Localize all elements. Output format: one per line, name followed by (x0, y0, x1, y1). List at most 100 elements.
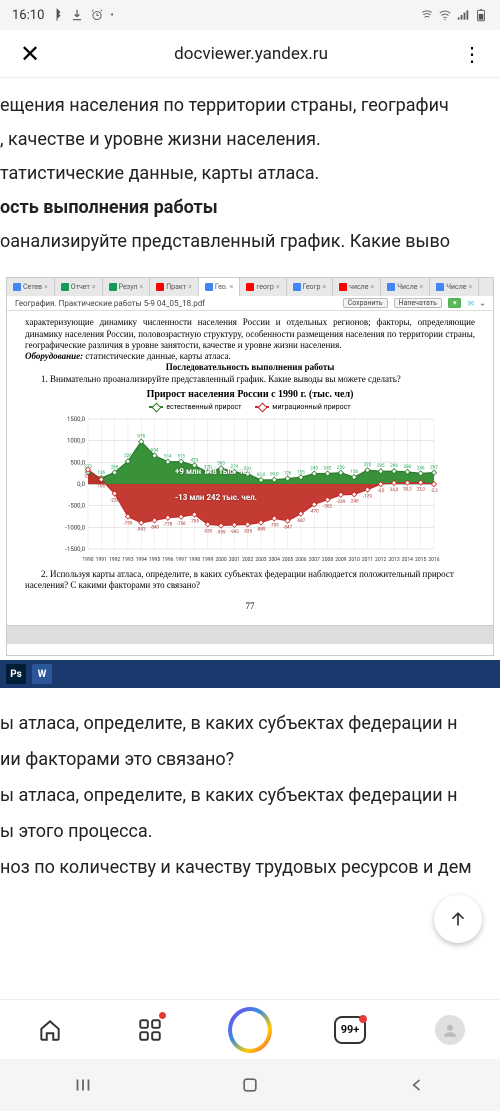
scroll-top-button[interactable] (434, 895, 482, 943)
pdf-paragraph: характеризующие динамику численности нас… (25, 317, 475, 351)
tab-close-icon[interactable]: × (370, 283, 374, 291)
svg-text:1990: 1990 (82, 557, 93, 563)
tab-favicon (205, 283, 213, 291)
svg-text:155: 155 (297, 469, 305, 475)
browser-bar: ✕ docviewer.yandex.ru ⋮ (0, 30, 500, 78)
svg-text:266: 266 (111, 464, 119, 470)
browser-tab[interactable]: геогр × (240, 278, 286, 296)
windows-taskbar: Ps W (0, 660, 500, 688)
tab-close-icon[interactable]: × (230, 283, 234, 291)
svg-text:515: 515 (177, 454, 185, 460)
svg-text:2011: 2011 (362, 557, 373, 563)
word-icon[interactable]: W (32, 664, 52, 684)
arrow-up-icon (448, 909, 468, 929)
browser-tab[interactable]: Гео. × (199, 278, 241, 296)
svg-text:-893: -893 (137, 527, 146, 533)
population-chart: Прирост населения России с 1990 г. (тыс.… (60, 389, 440, 563)
nav-services-button[interactable] (128, 1008, 172, 1052)
nav-yandex-button[interactable] (228, 1008, 272, 1052)
tab-close-icon[interactable]: × (419, 283, 423, 291)
browser-tab[interactable]: Сетев × (7, 278, 55, 296)
tab-favicon (293, 283, 301, 291)
tab-label: Числе (397, 283, 417, 291)
svg-text:30,3: 30,3 (403, 487, 412, 493)
profile-icon (435, 1015, 465, 1045)
tab-label: геогр (256, 283, 273, 291)
browser-tab[interactable]: Числе × (430, 278, 479, 296)
svg-text:-840: -840 (150, 524, 159, 530)
svg-text:-959: -959 (217, 530, 226, 536)
svg-text:1994: 1994 (136, 557, 147, 563)
doc-heading: ость выполнения работы (0, 194, 500, 222)
browser-tab[interactable]: Отчет × (55, 278, 103, 296)
tab-favicon (61, 283, 69, 291)
dropdown-button[interactable]: ▾ (448, 298, 462, 308)
recent-apps-button[interactable] (70, 1072, 96, 1098)
url-display[interactable]: docviewer.yandex.ru (48, 44, 454, 64)
tab-label: Отчет (71, 283, 90, 291)
back-button[interactable] (404, 1072, 430, 1098)
svg-text:978: 978 (137, 434, 145, 440)
svg-text:-756: -756 (177, 521, 186, 527)
tab-close-icon[interactable]: × (139, 283, 143, 291)
svg-text:526: 526 (124, 453, 132, 459)
svg-text:429: 429 (191, 457, 199, 463)
mail-icon[interactable]: ✉ (467, 299, 474, 308)
svg-text:2012: 2012 (375, 557, 386, 563)
notification-dot (359, 1015, 367, 1023)
tab-favicon (436, 283, 444, 291)
browser-tab[interactable]: Геогр × (287, 278, 334, 296)
more-menu-icon[interactable]: ⋮ (454, 42, 488, 66)
disk-icon[interactable]: ◒ (480, 299, 485, 308)
save-button[interactable]: Сохранить (343, 298, 388, 308)
next-page-peek (6, 644, 494, 656)
tab-close-icon[interactable]: × (468, 283, 472, 291)
nav-home-button[interactable] (28, 1008, 72, 1052)
svg-text:2004: 2004 (269, 557, 280, 563)
tab-close-icon[interactable]: × (276, 283, 280, 291)
tab-close-icon[interactable]: × (188, 283, 192, 291)
grid-icon (137, 1017, 163, 1043)
svg-text:32,0: 32,0 (416, 487, 425, 493)
tab-favicon (156, 283, 164, 291)
doc-line: ы этого процесса. (0, 818, 500, 846)
svg-text:259: 259 (337, 465, 345, 471)
tab-close-icon[interactable]: × (44, 283, 48, 291)
svg-text:2001: 2001 (229, 557, 240, 563)
browser-tab[interactable]: Резул × (103, 278, 151, 296)
chart-annotation-bottom: -13 млн 242 тыс. чел. (175, 493, 257, 502)
close-icon[interactable]: ✕ (12, 40, 48, 68)
print-button[interactable]: Напечатать (394, 298, 442, 308)
svg-text:-793: -793 (270, 522, 279, 528)
svg-text:2006: 2006 (295, 557, 306, 563)
legend-label: миграционный прирост (272, 403, 350, 411)
svg-text:-687: -687 (297, 518, 306, 524)
svg-text:246: 246 (417, 465, 425, 471)
browser-tab[interactable]: Практ × (150, 278, 199, 296)
svg-text:1997: 1997 (176, 557, 187, 563)
tab-close-icon[interactable]: × (92, 283, 96, 291)
home-button[interactable] (237, 1072, 263, 1098)
photoshop-icon[interactable]: Ps (6, 664, 26, 684)
status-dot: • (110, 10, 113, 21)
svg-text:-935: -935 (243, 528, 252, 534)
nav-profile-button[interactable] (428, 1008, 472, 1052)
svg-text:-847: -847 (283, 525, 292, 531)
svg-text:-362: -362 (323, 504, 332, 510)
chart-annotation-top: +9 млн 148 тыс. чел. (175, 467, 254, 476)
browser-tab[interactable]: числе × (333, 278, 381, 296)
nav-tabs-button[interactable]: 99+ (328, 1008, 372, 1052)
document-text-bottom: ы атласа, определите, в каких субъектах … (0, 688, 500, 881)
doc-line: татистические данные, карты атласа. (0, 160, 500, 188)
svg-text:-470: -470 (310, 508, 319, 514)
tab-close-icon[interactable]: × (322, 283, 326, 291)
svg-text:-1000,0: -1000,0 (65, 524, 85, 531)
browser-tab[interactable]: Числе × (381, 278, 430, 296)
svg-text:-778: -778 (163, 522, 172, 528)
svg-text:-4,0: -4,0 (377, 488, 385, 494)
svg-text:2013: 2013 (388, 557, 399, 563)
svg-text:514: 514 (164, 454, 172, 460)
svg-text:1000,0: 1000,0 (67, 438, 86, 445)
svg-text:296: 296 (390, 463, 398, 469)
svg-text:2016: 2016 (428, 557, 439, 563)
